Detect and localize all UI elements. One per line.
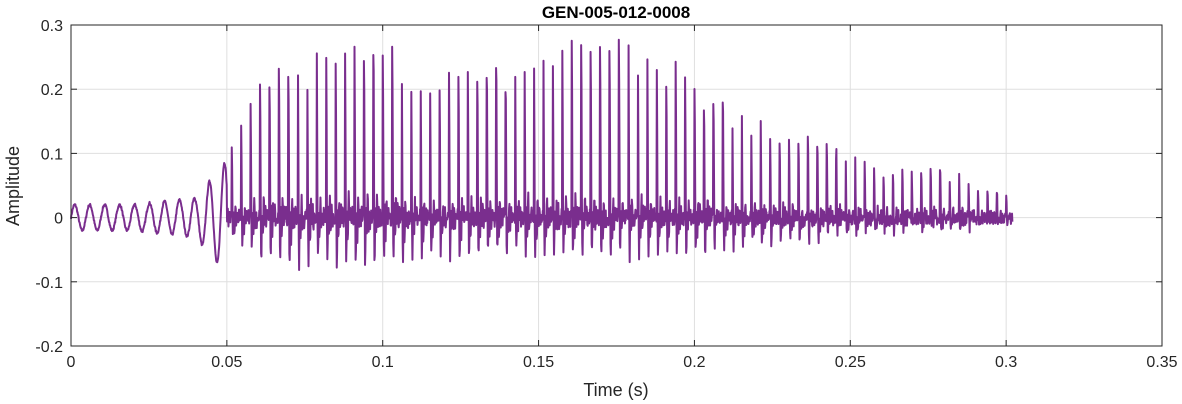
- y-axis-label: Amplitude: [3, 146, 23, 226]
- x-tick-label: 0.25: [835, 354, 866, 371]
- plot-background: [71, 25, 1162, 346]
- x-tick-label: 0.15: [523, 354, 554, 371]
- x-tick-label: 0.3: [995, 354, 1017, 371]
- y-tick-label: 0: [54, 211, 63, 228]
- y-tick-label: -0.2: [35, 339, 63, 356]
- x-tick-label: 0.35: [1146, 354, 1177, 371]
- x-axis-label: Time (s): [583, 380, 648, 400]
- signal-series-line: [70, 38, 1014, 271]
- x-tick-label: 0: [67, 354, 76, 371]
- plot-frame: [70, 24, 1163, 347]
- y-tick-label: 0.3: [41, 18, 63, 35]
- x-tick-label: 0.2: [683, 354, 705, 371]
- signal-layer: [70, 38, 1014, 271]
- x-tick-label: 0.1: [372, 354, 394, 371]
- y-tick-label: 0.2: [41, 82, 63, 99]
- y-tick-label: 0.1: [41, 146, 63, 163]
- axis-ticks: 0 0.05 0.1 0.15 0.2 0.25 0.3 0.35 -0.2 -0.1 0 0.1 0.…: [35, 18, 1177, 371]
- chart-title: GEN-005-012-0008: [542, 3, 690, 22]
- x-tick-label: 0.05: [211, 354, 242, 371]
- y-tick-label: -0.1: [35, 275, 63, 292]
